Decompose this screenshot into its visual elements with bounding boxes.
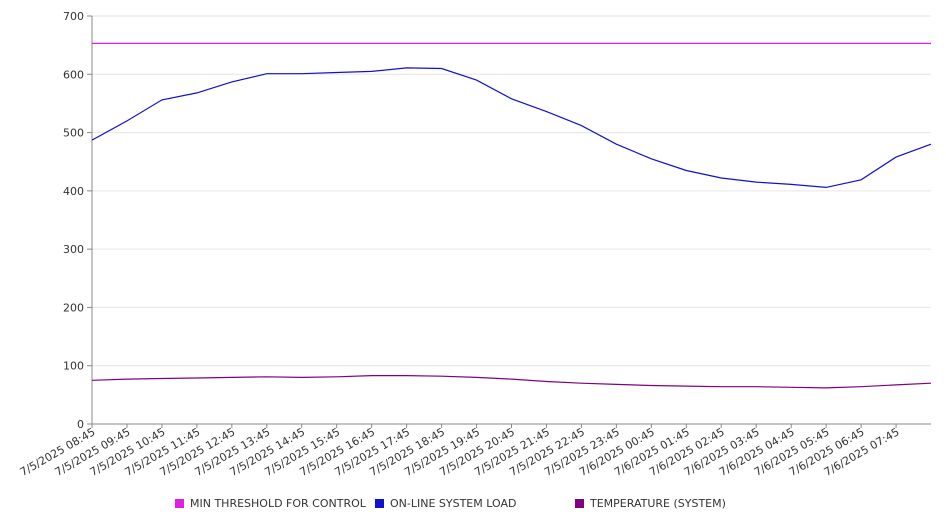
legend-label: TEMPERATURE (SYSTEM) — [590, 497, 726, 510]
y-tick-label: 200 — [63, 301, 84, 314]
y-tick-label: 600 — [63, 68, 84, 81]
legend-item-system-load[interactable]: ON-LINE SYSTEM LOAD — [375, 497, 516, 510]
legend: MIN THRESHOLD FOR CONTROL ON-LINE SYSTEM… — [0, 497, 946, 515]
legend-item-min-threshold[interactable]: MIN THRESHOLD FOR CONTROL — [175, 497, 366, 510]
legend-swatch-magenta — [175, 499, 184, 508]
axes — [91, 16, 931, 425]
series-lines — [91, 42, 932, 389]
y-tick-label: 400 — [63, 185, 84, 198]
y-tick-label: 0 — [77, 418, 84, 431]
legend-label: ON-LINE SYSTEM LOAD — [390, 497, 517, 510]
legend-swatch-purple — [575, 499, 584, 508]
x-axis-ticks: 7/5/2025 08:457/5/2025 09:457/5/2025 10:… — [18, 424, 902, 479]
grid-lines — [92, 15, 931, 367]
y-axis-ticks: 0 100 200 300 400 500 600 700 — [63, 10, 92, 431]
y-tick-label: 500 — [63, 127, 84, 140]
y-tick-label: 300 — [63, 243, 84, 256]
y-tick-label: 700 — [63, 10, 84, 23]
legend-label: MIN THRESHOLD FOR CONTROL — [190, 497, 366, 510]
series-line-2 — [91, 375, 932, 389]
legend-swatch-blue — [375, 499, 384, 508]
series-line-1 — [91, 67, 932, 189]
legend-item-temperature[interactable]: TEMPERATURE (SYSTEM) — [575, 497, 726, 510]
y-tick-label: 100 — [63, 360, 84, 373]
